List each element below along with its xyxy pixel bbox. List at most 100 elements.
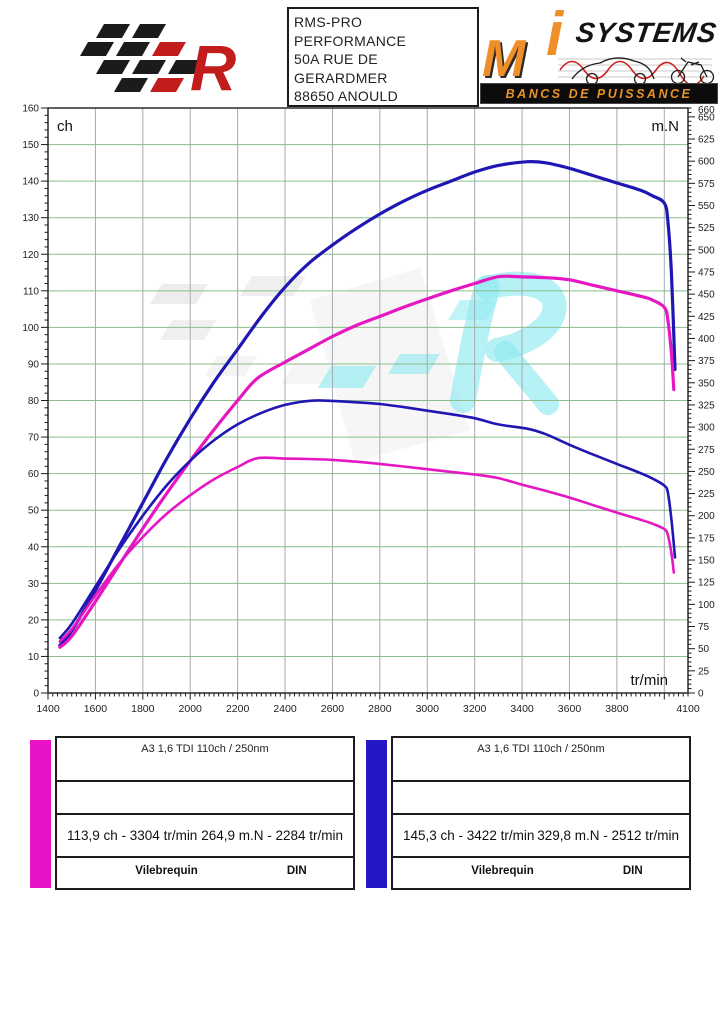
curve-power-tuned <box>58 159 677 648</box>
svg-text:1800: 1800 <box>131 703 155 715</box>
svg-text:130: 130 <box>22 213 39 224</box>
legend-empty-row <box>393 782 689 815</box>
address-line: 88650 ANOULD <box>294 88 398 104</box>
svg-text:110: 110 <box>23 286 39 297</box>
svg-text:50: 50 <box>28 506 40 517</box>
svg-text:150: 150 <box>22 140 39 151</box>
peak-power-stock: 113,9 ch - 3304 tr/min <box>67 828 198 843</box>
report-header: R RMS-PRO PERFORMANCE 50A RUE DE GERARDM… <box>0 0 724 107</box>
left-axis-unit-label: ch <box>57 118 73 135</box>
svg-text:525: 525 <box>698 223 715 234</box>
svg-text:625: 625 <box>698 135 715 146</box>
svg-text:300: 300 <box>698 423 715 434</box>
svg-text:160: 160 <box>22 104 39 115</box>
svg-text:0: 0 <box>33 689 39 700</box>
svg-text:120: 120 <box>22 250 39 261</box>
mi-logo-tagline: BANCS DE PUISSANCE <box>505 86 693 101</box>
svg-text:1400: 1400 <box>36 703 60 715</box>
checkered-flag-icon <box>80 24 202 92</box>
svg-text:350: 350 <box>698 378 715 389</box>
mi-logo-tagline-bar: BANCS DE PUISSANCE <box>480 83 718 104</box>
rms-logo-r: R <box>190 32 236 102</box>
svg-text:450: 450 <box>698 290 715 301</box>
svg-text:40: 40 <box>28 542 40 553</box>
svg-text:125: 125 <box>698 578 715 589</box>
svg-text:30: 30 <box>28 579 40 590</box>
svg-text:1600: 1600 <box>84 703 108 715</box>
svg-text:20: 20 <box>28 615 40 626</box>
svg-text:225: 225 <box>698 489 715 500</box>
curve-power-stock <box>58 274 676 649</box>
norm-label: DIN <box>286 865 307 877</box>
svg-text:60: 60 <box>28 469 40 480</box>
curve-torque-tuned <box>58 399 677 640</box>
svg-text:175: 175 <box>698 533 715 544</box>
svg-text:2600: 2600 <box>321 703 345 715</box>
address-line: RMS-PRO <box>294 14 363 30</box>
svg-text:3200: 3200 <box>463 703 487 715</box>
svg-text:325: 325 <box>698 400 715 411</box>
svg-text:375: 375 <box>698 356 715 367</box>
svg-text:75: 75 <box>698 622 710 633</box>
svg-text:4100: 4100 <box>676 703 700 715</box>
svg-text:425: 425 <box>698 312 715 323</box>
svg-text:50: 50 <box>698 644 710 655</box>
dyno-chart: 1400 1600 1800 2000 2200 2400 2600 2800 3000 3200… <box>22 104 715 716</box>
svg-text:80: 80 <box>28 396 40 407</box>
address-line: PERFORMANCE <box>294 32 407 49</box>
svg-text:660: 660 <box>698 105 715 116</box>
svg-text:250: 250 <box>698 467 715 478</box>
svg-text:3400: 3400 <box>510 703 534 715</box>
legend-footer-row: Vilebrequin DIN <box>57 858 353 886</box>
address-line: GERARDMER <box>294 69 388 86</box>
peak-torque-stock: 264,9 m.N - 2284 tr/min <box>201 828 343 843</box>
address-line: 50A RUE DE <box>294 51 378 67</box>
legend-empty-row <box>57 782 353 815</box>
axis-tick-labels: 1400 1600 1800 2000 2200 2400 2600 2800 3000 3200… <box>22 104 715 716</box>
shop-address-box: RMS-PRO PERFORMANCE 50A RUE DE GERARDMER… <box>287 7 479 107</box>
vehicle-title: A3 1,6 TDI 110ch / 250nm <box>57 738 353 782</box>
svg-text:100: 100 <box>22 323 39 334</box>
svg-text:475: 475 <box>698 267 715 278</box>
measure-type-label: Vilebrequin <box>471 865 534 877</box>
measure-type-label: Vilebrequin <box>135 865 198 877</box>
svg-text:600: 600 <box>698 157 715 168</box>
svg-text:140: 140 <box>22 177 39 188</box>
vehicle-title: A3 1,6 TDI 110ch / 250nm <box>393 738 689 782</box>
peak-power-tuned: 145,3 ch - 3422 tr/min <box>403 828 535 843</box>
svg-text:100: 100 <box>698 600 715 611</box>
legend-color-bar-tuned <box>366 740 387 888</box>
axis-ticks <box>41 107 695 700</box>
svg-text:2800: 2800 <box>368 703 392 715</box>
svg-text:500: 500 <box>698 245 715 256</box>
legend-footer-row: Vilebrequin DIN <box>393 858 689 886</box>
svg-text:0: 0 <box>698 689 704 700</box>
legend-box-tuned: A3 1,6 TDI 110ch / 250nm 145,3 ch - 3422… <box>391 736 691 890</box>
legend-values-row: 145,3 ch - 3422 tr/min 329,8 m.N - 2512 … <box>393 815 689 858</box>
legend-color-bar-stock <box>30 740 51 888</box>
mi-logo-i: i <box>546 0 564 69</box>
svg-text:3000: 3000 <box>416 703 440 715</box>
mi-systems-sketch <box>558 57 715 86</box>
svg-text:150: 150 <box>698 556 715 567</box>
legend-box-stock: A3 1,6 TDI 110ch / 250nm 113,9 ch - 3304… <box>55 736 355 890</box>
svg-text:2400: 2400 <box>273 703 297 715</box>
svg-text:25: 25 <box>698 666 710 677</box>
norm-label: DIN <box>622 865 643 877</box>
right-axis-unit-label: m.N <box>652 118 680 135</box>
rms-pro-logo: R <box>80 24 236 102</box>
svg-text:275: 275 <box>698 445 715 456</box>
svg-text:3600: 3600 <box>558 703 582 715</box>
svg-text:70: 70 <box>28 433 40 444</box>
axis-unit-labels: ch m.N tr/min <box>57 118 679 689</box>
gridlines <box>48 108 688 693</box>
svg-text:400: 400 <box>698 334 715 345</box>
svg-text:550: 550 <box>698 201 715 212</box>
mi-logo-m: M <box>482 30 525 88</box>
legend-values-row: 113,9 ch - 3304 tr/min 264,9 m.N - 2284 … <box>57 815 353 858</box>
curve-torque-stock <box>58 456 676 643</box>
svg-text:2200: 2200 <box>226 703 250 715</box>
svg-text:200: 200 <box>698 511 715 522</box>
x-axis-unit-label: tr/min <box>631 672 669 689</box>
